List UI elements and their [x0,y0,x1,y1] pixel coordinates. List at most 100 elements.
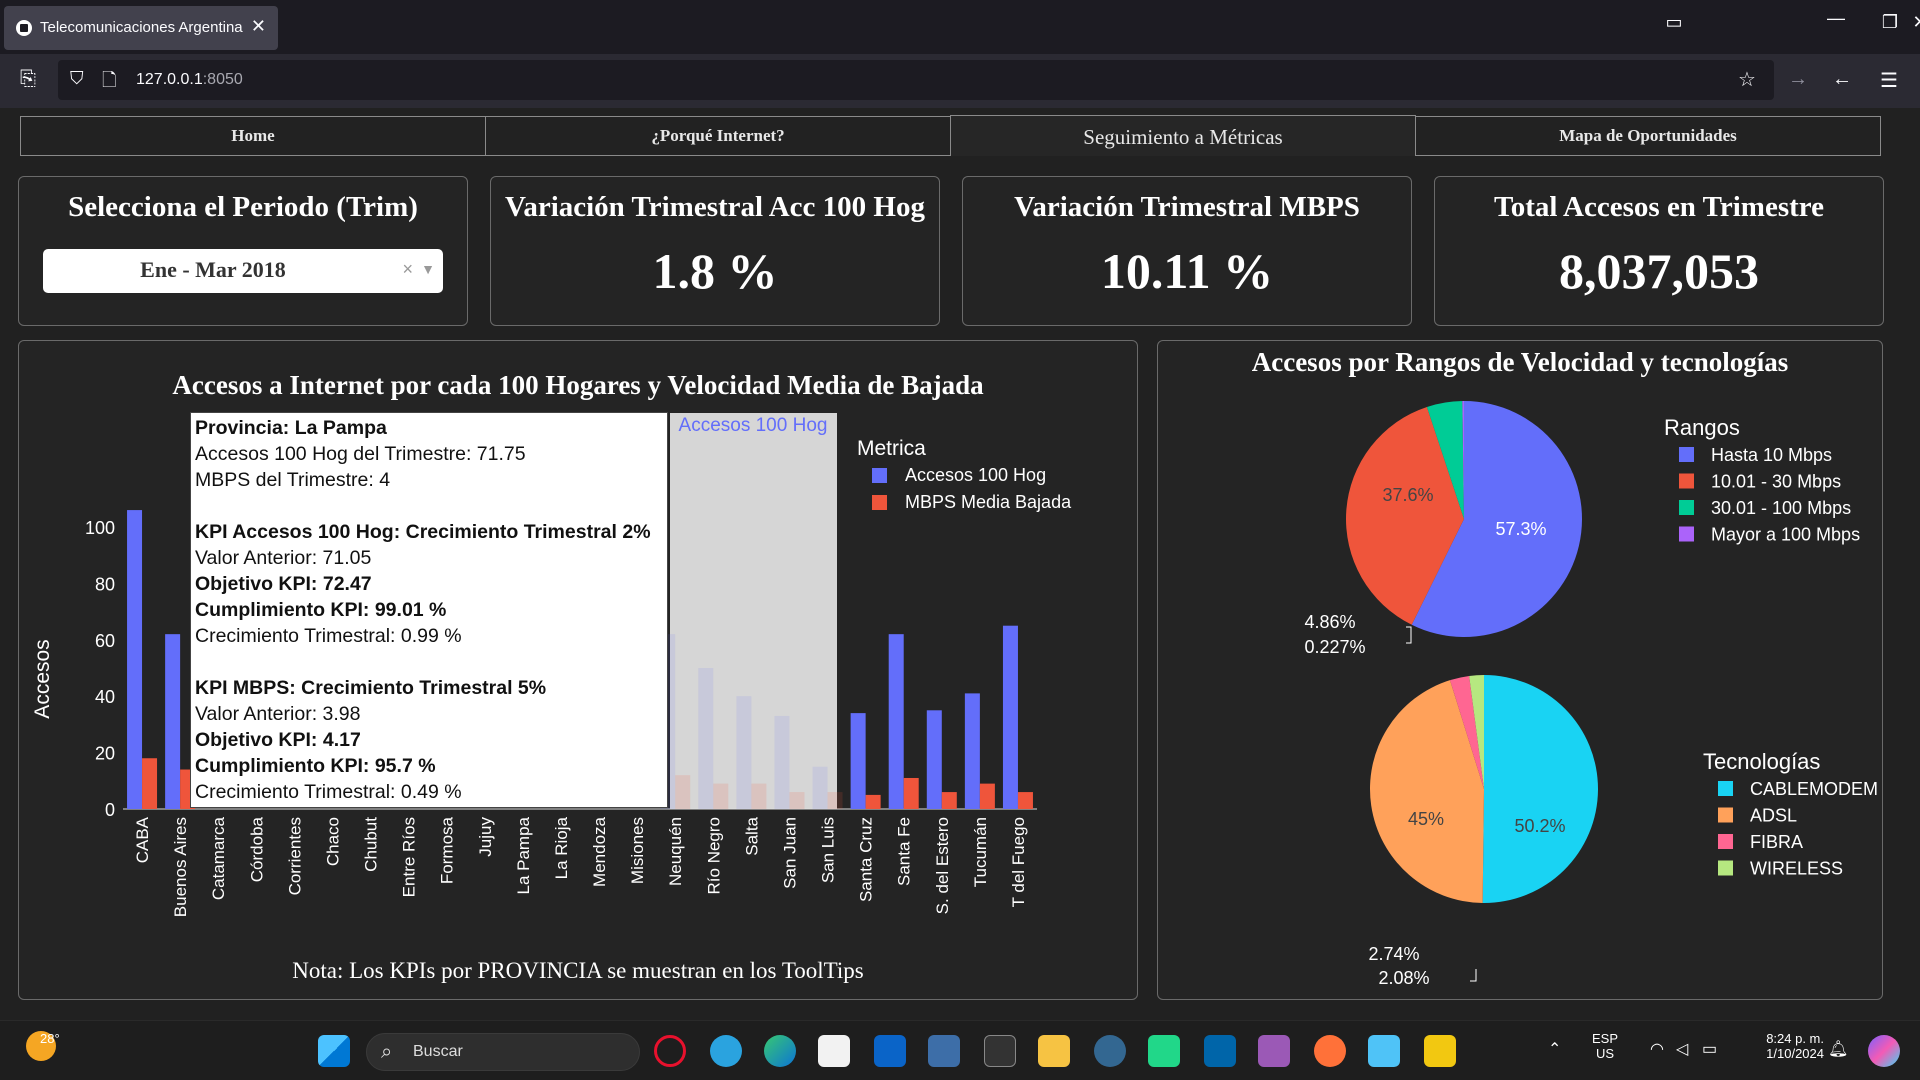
legend-title: Metrica [857,437,926,460]
pycharm-icon[interactable] [1148,1035,1180,1067]
file-explorer-icon[interactable] [1038,1035,1070,1067]
wifi-icon[interactable]: ◠ [1650,1041,1664,1058]
tab-home[interactable]: Home [20,116,486,156]
x-tick-label: Río Negro [704,817,723,894]
bar-mbps-14 [675,775,691,809]
opera-icon[interactable] [654,1035,686,1067]
tab-seguimiento-metricas[interactable]: Seguimiento a Métricas [950,115,1416,156]
tab-porque-internet[interactable]: ¿Porqué Internet? [485,116,951,156]
bar-accesos-18 [812,766,828,809]
restore-icon[interactable]: ❐ [1881,12,1899,32]
extensions-icon[interactable]: ⎘ [20,68,36,90]
period-dropdown[interactable]: Ene - Mar 2018 × ▼ [43,249,443,293]
rangos-legend-label-0: Hasta 10 Mbps [1711,445,1832,465]
terminal-icon[interactable] [984,1035,1016,1067]
shield-icon[interactable]: ⛉ [70,68,84,88]
mysql-workbench-icon[interactable] [928,1035,960,1067]
postgresql-icon[interactable] [1094,1035,1126,1067]
outlook-icon[interactable] [874,1035,906,1067]
start-icon[interactable] [318,1035,350,1067]
rangos-legend-title: Rangos [1664,415,1740,440]
forward-arrow-icon[interactable]: → [1788,68,1808,90]
bar-mbps-17 [789,792,805,809]
back-arrow-icon[interactable]: ← [1832,68,1852,90]
bar-accesos-20 [888,634,904,809]
tooltip-kpi-acc-title: KPI Accesos 100 Hog: Crecimiento Trimest… [195,521,651,543]
volume-icon[interactable]: ◁ [1676,1041,1689,1058]
bar-mbps-15 [713,783,729,809]
x-tick-label: Entre Ríos [400,817,419,897]
store-icon[interactable] [818,1035,850,1067]
firefox-icon[interactable] [1314,1035,1346,1067]
bar-accesos-22 [964,693,980,809]
mbps-variation-value: 10.11 % [1100,243,1274,299]
browser-tab-bar: Telecomunicaciones Argentina ✕ ▭ — ❐ ✕ [0,0,1920,54]
notification-bell-icon[interactable]: 🔔︎ [1828,1041,1849,1058]
total-accesses-title: Total Accesos en Trimestre [1494,191,1824,223]
x-tick-label: Neuquén [666,817,685,886]
clock[interactable]: 8:24 p. m. 1/10/2024 [1766,1031,1824,1061]
language-indicator[interactable]: ESP US [1592,1031,1619,1061]
navigation-toolbar: ⎘ ⛉ 🗋 127.0.0.1:8050 ☆ → ← ☰ [0,54,1920,108]
rangos-legend-label-1: 10.01 - 30 Mbps [1711,472,1841,492]
x-tick-label: Mendoza [590,816,609,886]
chevron-up-icon[interactable]: ⌃ [1548,1041,1562,1058]
hover-tooltip: Provincia: La Pampa Accesos 100 Hog del … [190,412,668,808]
tooltip-provincia: Provincia: La Pampa [195,417,387,439]
tooltip-mbps-trim: MBPS del Trimestre: 4 [195,469,391,491]
x-tick-label: CABA [133,816,152,863]
bookmark-star-icon[interactable]: ☆ [1738,69,1756,91]
chevron-down-icon[interactable]: ▼ [421,261,435,277]
battery-icon[interactable]: ▭ [1702,1041,1718,1058]
tecnologias-label-3: 2.08% [1378,968,1429,988]
url-field[interactable]: ⛉ 🗋 127.0.0.1:8050 ☆ [58,60,1774,100]
search-label: Buscar [413,1043,463,1060]
total-accesses-card: Total Accesos en Trimestre 8,037,053 [1434,176,1884,326]
vscode-icon[interactable] [1204,1035,1236,1067]
pie-charts[interactable]: Accesos por Rangos de Velocidad y tecnol… [1158,341,1882,999]
y-tick-label: 60 [95,631,115,651]
tecnologias-legend-swatch-0 [1718,781,1733,796]
clear-icon[interactable]: × [402,259,413,279]
page-icon[interactable]: 🗋 [102,70,117,90]
tecnologias-label-2: 2.74% [1368,944,1419,964]
tooltip-kpi-acc-obj: Objetivo KPI: 72.47 [195,573,372,595]
notepad-icon[interactable] [1368,1035,1400,1067]
x-tick-label: Catamarca [209,816,228,900]
browser-tab[interactable]: Telecomunicaciones Argentina ✕ [4,6,278,50]
bar-accesos-0 [127,510,143,809]
tab-overview-icon[interactable]: ▭ [1665,12,1683,32]
copilot-icon[interactable] [1868,1035,1900,1067]
edge-icon[interactable] [764,1035,796,1067]
menu-icon[interactable]: ☰ [1880,70,1898,92]
rangos-legend-label-3: Mayor a 100 Mbps [1711,525,1860,545]
tooltip-kpi-mbps-cump: Cumplimiento KPI: 95.7 % [195,755,436,777]
app-preview-icon[interactable] [1258,1035,1290,1067]
tecnologias-legend-label-2: FIBRA [1750,832,1803,852]
bar-chart[interactable]: Accesos a Internet por cada 100 Hogares … [19,341,1137,999]
url-text: 127.0.0.1:8050 [136,71,243,88]
minimize-icon[interactable]: — [1827,8,1845,28]
hover-highlight-band [670,413,837,809]
tecnologias-leader-0 [1470,969,1477,982]
x-tick-label: Córdoba [247,816,266,882]
windows-taskbar: 28° ⌕ Buscar ⌃ ESP US ◠ ◁ ▭ 8:24 p. m. 1/1… [0,1020,1920,1080]
weather-icon[interactable] [26,1031,56,1061]
bar-chart-title: Accesos a Internet por cada 100 Hogares … [172,370,984,400]
x-tick-label: Formosa [438,816,457,884]
tooltip-acc-trim: Accesos 100 Hog del Trimestre: 71.75 [195,443,526,465]
bar-accesos-16 [736,696,752,809]
tab-mapa-oportunidades[interactable]: Mapa de Oportunidades [1415,116,1881,156]
bar-mbps-23 [1017,792,1033,809]
close-tab-icon[interactable]: ✕ [250,16,266,36]
rangos-slice-0 [1411,401,1582,637]
close-window-icon[interactable]: ✕ [1900,12,1920,33]
y-tick-label: 100 [85,518,115,538]
tecnologias-legend-swatch-3 [1718,860,1733,876]
taskbar-search[interactable]: ⌕ Buscar [366,1033,640,1071]
tecnologias-legend-label-1: ADSL [1750,806,1797,826]
x-tick-label: San Luis [819,817,838,883]
powerbi-icon[interactable] [1424,1035,1456,1067]
telegram-icon[interactable] [710,1035,742,1067]
x-tick-label: San Juan [780,817,799,889]
